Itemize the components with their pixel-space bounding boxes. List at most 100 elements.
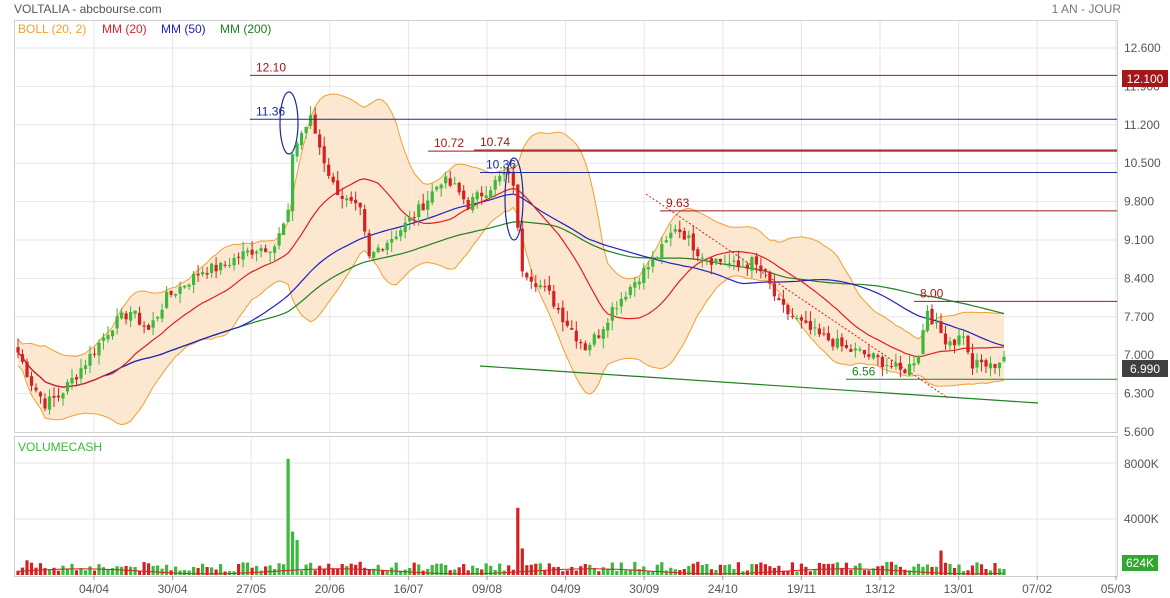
candle-body <box>47 396 52 410</box>
candle-body <box>187 284 191 287</box>
volume-bar <box>885 562 889 575</box>
candle-body <box>831 339 835 347</box>
volume-bar <box>174 566 178 575</box>
volume-bar <box>237 564 241 575</box>
candle-body <box>16 347 20 353</box>
candle-body <box>430 191 434 203</box>
legend-ma200: MM (200) <box>220 22 271 36</box>
candle-body <box>984 360 988 367</box>
volume-bar <box>727 564 731 575</box>
candle-body <box>736 260 740 268</box>
candle-body <box>849 349 853 352</box>
price-axis-label: 6.300 <box>1124 387 1154 401</box>
volume-ma-line <box>17 568 1005 575</box>
candle-body <box>565 320 569 326</box>
volume-bar <box>92 570 97 575</box>
volume-bar <box>358 561 362 575</box>
candle-body <box>394 236 398 239</box>
candle-body <box>250 249 254 255</box>
candle-body <box>74 377 79 380</box>
candle-body <box>471 197 475 211</box>
volume-bar <box>56 570 61 575</box>
candle-body <box>696 249 700 257</box>
candle-body <box>444 176 448 184</box>
candle-body <box>912 363 916 366</box>
volume-bar <box>966 570 970 575</box>
volume-bar <box>754 564 758 575</box>
candle-body <box>43 398 47 409</box>
x-axis-label: 16/07 <box>393 582 423 596</box>
volume-bar <box>219 564 223 575</box>
candle-body <box>264 248 268 252</box>
candle-body <box>435 186 439 190</box>
candle-body <box>183 285 187 288</box>
candle-body <box>138 312 142 325</box>
candle-body <box>196 273 200 276</box>
volume-bar <box>889 561 893 575</box>
candle-body <box>871 353 875 359</box>
highlight-ellipse-1 <box>279 91 299 155</box>
candle-body <box>583 343 587 351</box>
volume-bar <box>682 569 686 575</box>
candle-body <box>552 291 556 307</box>
x-axis-label: 13/01 <box>944 582 974 596</box>
highlight-ellipse-2 <box>504 157 524 241</box>
candle-body <box>286 209 290 222</box>
candle-body <box>628 286 632 296</box>
candle-body <box>732 260 736 262</box>
candle-body <box>147 325 151 330</box>
volume-bar <box>47 569 52 575</box>
volume-bar <box>448 570 452 575</box>
volume-bar <box>795 571 799 575</box>
candle-body <box>363 209 367 232</box>
candle-body <box>655 257 659 259</box>
candle-body <box>151 320 155 328</box>
volume-bar <box>615 570 619 575</box>
x-axis-label: 27/05 <box>236 582 266 596</box>
volume-bar <box>156 565 160 575</box>
candle-body <box>318 134 322 148</box>
volume-bar <box>952 568 957 575</box>
candle-body <box>246 250 250 253</box>
volume-bar <box>426 568 430 575</box>
candle-body <box>754 256 758 265</box>
candle-body <box>538 285 542 288</box>
candle-body <box>691 233 695 251</box>
candle-body <box>880 357 884 367</box>
resistance-trendline <box>645 193 949 399</box>
candle-body <box>574 330 578 342</box>
volume-bar <box>354 564 358 575</box>
volume-bar <box>295 540 299 575</box>
candle-body <box>367 233 371 257</box>
candle-body <box>858 349 862 351</box>
volume-bar <box>934 566 939 575</box>
grid <box>15 21 1117 576</box>
level-label-6-56: 6.56 <box>852 364 876 378</box>
candle-body <box>700 257 704 259</box>
level-label-10-36: 10.36 <box>486 158 516 172</box>
volume-bar <box>786 570 790 575</box>
candle-body <box>723 263 727 265</box>
candle-body <box>705 258 709 260</box>
volume-bar <box>588 564 592 575</box>
volume-bar <box>187 570 191 575</box>
price-axis-label: 9.800 <box>1124 195 1154 209</box>
candle-body <box>799 317 803 321</box>
candle-body <box>525 272 529 278</box>
volume-bar <box>867 570 871 575</box>
candle-body <box>867 354 871 357</box>
volume-bar <box>948 563 952 575</box>
ma20-line <box>17 178 1005 388</box>
candle-body <box>493 179 497 190</box>
volume-bar <box>246 562 250 575</box>
volume-bar <box>340 564 344 575</box>
candle-body <box>745 264 749 269</box>
candle-body <box>192 273 196 285</box>
volume-bar <box>808 571 812 575</box>
candle-body <box>52 396 56 398</box>
volume-bar <box>435 563 439 575</box>
candle-body <box>889 366 893 368</box>
candle-body <box>907 364 912 375</box>
volume-bar <box>876 566 880 575</box>
